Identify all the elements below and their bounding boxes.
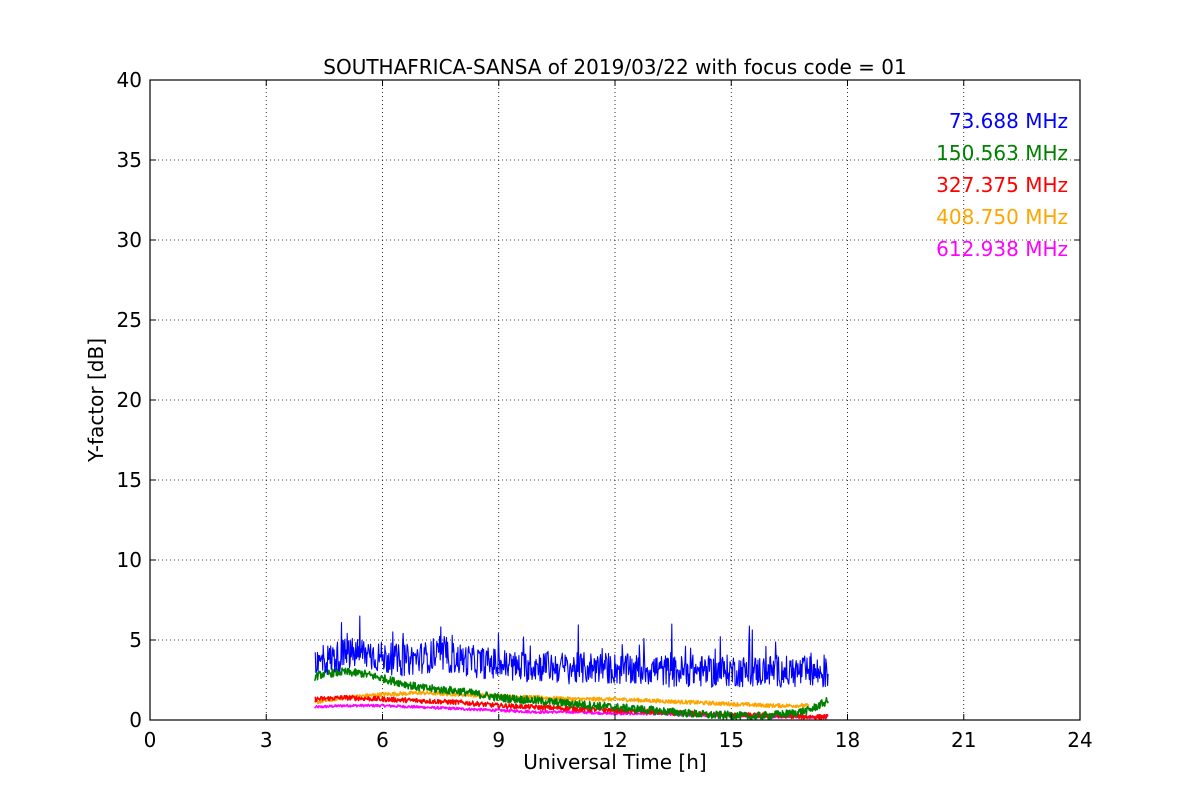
series-line bbox=[313, 667, 829, 720]
x-tick-label: 6 bbox=[376, 728, 389, 752]
ticks: 0 3 6 9 12 15 18 21 24 0 5 10 15 20 25 30 35 40 bbox=[117, 68, 1093, 752]
x-tick-label: 21 bbox=[951, 728, 976, 752]
x-tick-label: 9 bbox=[492, 728, 505, 752]
y-tick-label: 20 bbox=[117, 388, 142, 412]
legend-entry: 327.375 MHz bbox=[936, 173, 1068, 197]
series-layer bbox=[313, 615, 829, 720]
y-tick-label: 35 bbox=[117, 148, 142, 172]
y-tick-label: 25 bbox=[117, 308, 142, 332]
series-line bbox=[314, 615, 829, 688]
y-tick-label: 0 bbox=[129, 708, 142, 732]
legend: 73.688 MHz 150.563 MHz 327.375 MHz 408.750 … bbox=[936, 109, 1068, 261]
y-tick-label: 5 bbox=[129, 628, 142, 652]
x-tick-label: 18 bbox=[835, 728, 860, 752]
y-axis-label: Y-factor [dB] bbox=[84, 338, 108, 463]
y-tick-label: 30 bbox=[117, 228, 142, 252]
legend-entry: 73.688 MHz bbox=[949, 109, 1068, 133]
series-line bbox=[313, 690, 810, 709]
legend-entry: 150.563 MHz bbox=[936, 141, 1068, 165]
chart-title: SOUTHAFRICA-SANSA of 2019/03/22 with foc… bbox=[323, 55, 907, 79]
y-tick-label: 15 bbox=[117, 468, 142, 492]
legend-entry: 408.750 MHz bbox=[936, 205, 1068, 229]
legend-entry: 612.938 MHz bbox=[936, 237, 1068, 261]
x-tick-label: 0 bbox=[144, 728, 157, 752]
x-tick-label: 15 bbox=[719, 728, 744, 752]
x-tick-label: 3 bbox=[260, 728, 273, 752]
x-axis-label: Universal Time [h] bbox=[523, 750, 706, 774]
y-tick-label: 10 bbox=[117, 548, 142, 572]
x-tick-label: 12 bbox=[602, 728, 627, 752]
x-tick-label: 24 bbox=[1067, 728, 1092, 752]
y-tick-label: 40 bbox=[117, 68, 142, 92]
